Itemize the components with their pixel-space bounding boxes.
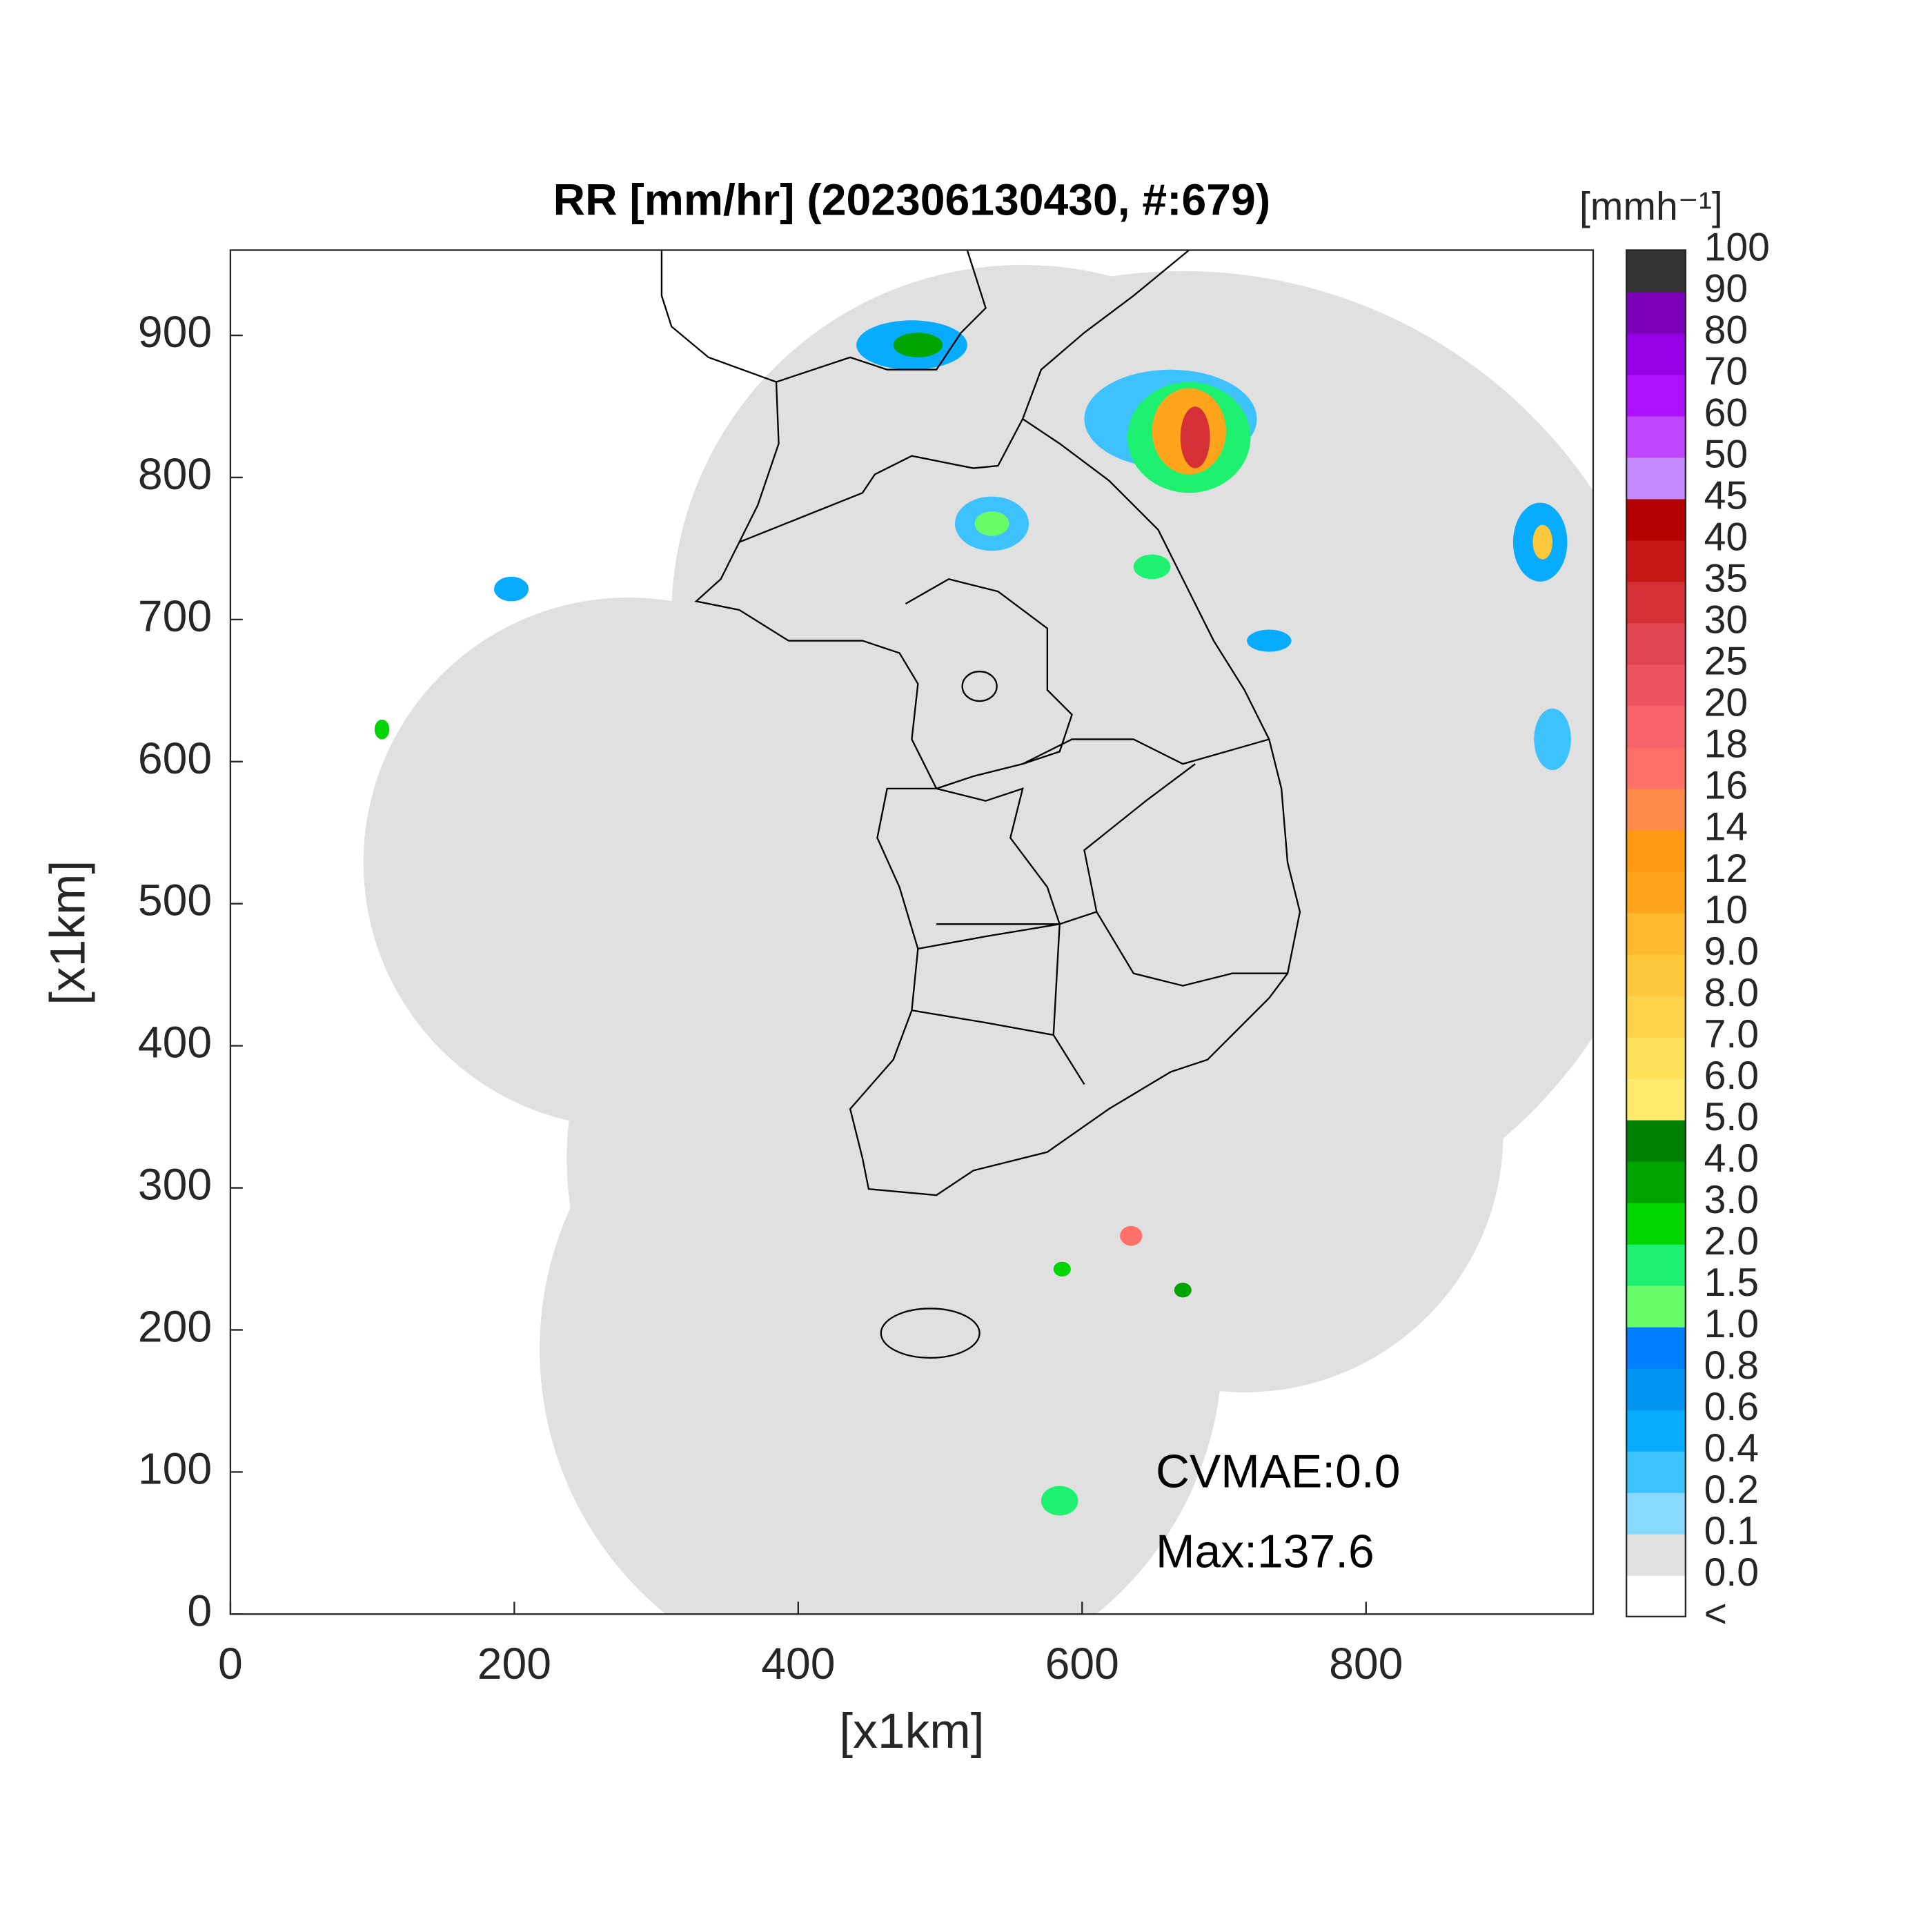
colorbar-box (1626, 747, 1686, 789)
colorbar-box (1626, 1202, 1686, 1245)
colorbar-box (1626, 829, 1686, 872)
colorbar-box (1626, 1036, 1686, 1079)
colorbar-box (1626, 1161, 1686, 1203)
colorbar-tick-label: 80 (1704, 308, 1748, 353)
y-tick-label: 700 (138, 591, 212, 641)
colorbar-tick-label: 12 (1704, 847, 1748, 891)
annotation: Max:137.6 (1156, 1526, 1374, 1577)
colorbar-box (1626, 540, 1686, 582)
map (363, 250, 1593, 1615)
x-tick-label: 800 (1329, 1639, 1403, 1688)
y-tick-label: 500 (138, 876, 212, 925)
colorbar-box (1626, 374, 1686, 417)
colorbar-tick-label: 4.0 (1704, 1136, 1759, 1181)
colorbar-box (1626, 871, 1686, 914)
y-tick-label: 0 (187, 1586, 212, 1635)
colorbar-tick-label: 0.1 (1704, 1509, 1759, 1553)
colorbar-box (1626, 1533, 1686, 1576)
colorbar-box (1626, 1409, 1686, 1452)
colorbar-box (1626, 498, 1686, 541)
colorbar-tick-label: 9.0 (1704, 929, 1759, 974)
chart-title: RR [mm/hr] (202306130430, #:679) (553, 175, 1271, 225)
colorbar-label: [mmh⁻¹] (1579, 185, 1723, 229)
radar-coverage (363, 264, 1593, 1615)
colorbar-tick-label: 1.0 (1704, 1302, 1759, 1346)
colorbar-tick-label: 30 (1704, 598, 1748, 642)
colorbar-tick-label: 0.0 (1704, 1550, 1759, 1595)
colorbar-tick-label: 3.0 (1704, 1178, 1759, 1222)
x-tick-label: 600 (1045, 1639, 1119, 1688)
colorbar-box (1626, 1078, 1686, 1121)
x-tick-label: 200 (477, 1639, 551, 1688)
colorbar-tick-label: 6.0 (1704, 1054, 1759, 1098)
colorbar-box (1626, 1285, 1686, 1328)
colorbar-tick-label: 2.0 (1704, 1219, 1759, 1263)
colorbar-box (1626, 1119, 1686, 1162)
colorbar-box (1626, 1326, 1686, 1369)
colorbar-box (1626, 291, 1686, 334)
colorbar-tick-label: 5.0 (1704, 1095, 1759, 1139)
colorbar-frame (1625, 249, 1687, 1618)
colorbar-box (1626, 788, 1686, 831)
colorbar-tick-label: 50 (1704, 433, 1748, 477)
colorbar-box (1626, 995, 1686, 1038)
colorbar-tick-label: 90 (1704, 267, 1748, 311)
colorbar-box (1626, 1243, 1686, 1286)
coastline (660, 250, 1301, 1359)
colorbar-tick-label: 25 (1704, 640, 1748, 684)
colorbar-tick-label: 8.0 (1704, 971, 1759, 1015)
colorbar-box (1626, 1450, 1686, 1493)
colorbar-under (1626, 1575, 1686, 1617)
colorbar-box (1626, 250, 1686, 293)
colorbar-box (1626, 664, 1686, 707)
colorbar-tick-label: 1.5 (1704, 1261, 1759, 1305)
y-tick-label: 100 (138, 1443, 212, 1493)
colorbar-box (1626, 1368, 1686, 1410)
y-tick-label: 200 (138, 1301, 212, 1351)
colorbar-tick-label: 18 (1704, 722, 1748, 767)
y-tick-label: 800 (138, 449, 212, 499)
colorbar-tick-label: 10 (1704, 888, 1748, 932)
colorbar-tick-label: 7.0 (1704, 1012, 1759, 1056)
colorbar-tick-label: 60 (1704, 391, 1748, 435)
colorbar-box (1626, 457, 1686, 500)
colorbar-tick-label: 70 (1704, 350, 1748, 394)
y-tick-label: 300 (138, 1160, 212, 1210)
colorbar-tick-label: 20 (1704, 681, 1748, 725)
colorbar-tick-label: 35 (1704, 557, 1748, 601)
plot-frame (229, 249, 1595, 1615)
y-axis-label: [x1km] (40, 860, 95, 1005)
colorbar-tick-label: 0.2 (1704, 1468, 1759, 1512)
precipitation (374, 320, 1571, 1516)
y-tick-label: 600 (138, 733, 212, 783)
colorbar-box (1626, 581, 1686, 624)
colorbar-tick-label: 100 (1704, 226, 1770, 270)
x-tick-label: 400 (761, 1639, 835, 1688)
colorbar-box (1626, 954, 1686, 996)
annotation: CVMAE:0.0 (1156, 1446, 1400, 1497)
colorbar-tick-label: 0.6 (1704, 1385, 1759, 1429)
colorbar-box (1626, 415, 1686, 458)
colorbar-tick-label: 0.4 (1704, 1426, 1759, 1470)
y-tick-label: 900 (138, 307, 212, 357)
colorbar-box (1626, 622, 1686, 665)
colorbar-tick-label: < (1704, 1592, 1727, 1636)
y-tick-label: 400 (138, 1018, 212, 1067)
colorbar-box (1626, 333, 1686, 375)
x-tick-label: 0 (218, 1639, 243, 1688)
colorbar-box (1626, 1492, 1686, 1535)
colorbar-box (1626, 705, 1686, 748)
colorbar-box (1626, 912, 1686, 955)
colorbar-tick-label: 45 (1704, 474, 1748, 518)
colorbar-tick-label: 40 (1704, 515, 1748, 560)
colorbar-tick-label: 14 (1704, 805, 1748, 849)
x-axis-label: [x1km] (839, 1704, 984, 1759)
colorbar-tick-label: 16 (1704, 764, 1748, 808)
colorbar-tick-label: 0.8 (1704, 1343, 1759, 1388)
